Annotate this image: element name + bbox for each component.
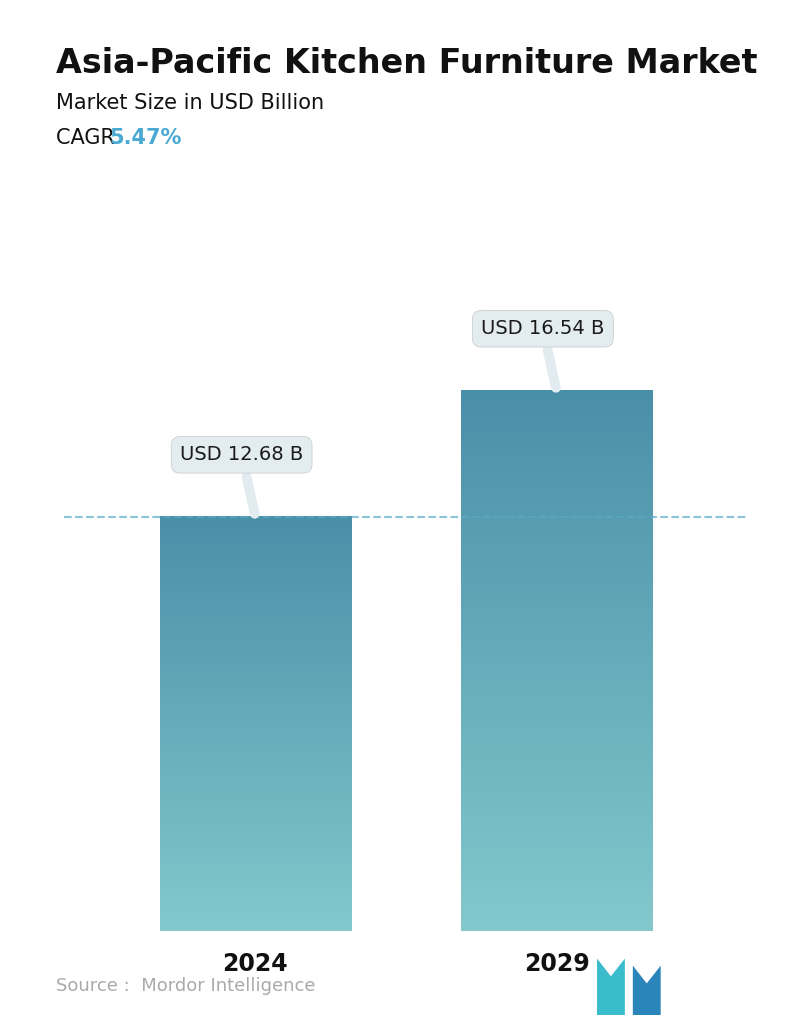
Text: USD 16.54 B: USD 16.54 B — [482, 320, 604, 388]
Polygon shape — [633, 966, 661, 1015]
Text: Market Size in USD Billion: Market Size in USD Billion — [56, 93, 324, 113]
Text: 5.47%: 5.47% — [110, 128, 182, 148]
Text: USD 12.68 B: USD 12.68 B — [180, 446, 303, 514]
Text: Source :  Mordor Intelligence: Source : Mordor Intelligence — [56, 977, 315, 995]
Text: Asia-Pacific Kitchen Furniture Market: Asia-Pacific Kitchen Furniture Market — [56, 47, 757, 80]
Text: CAGR: CAGR — [56, 128, 121, 148]
Polygon shape — [597, 959, 625, 1015]
